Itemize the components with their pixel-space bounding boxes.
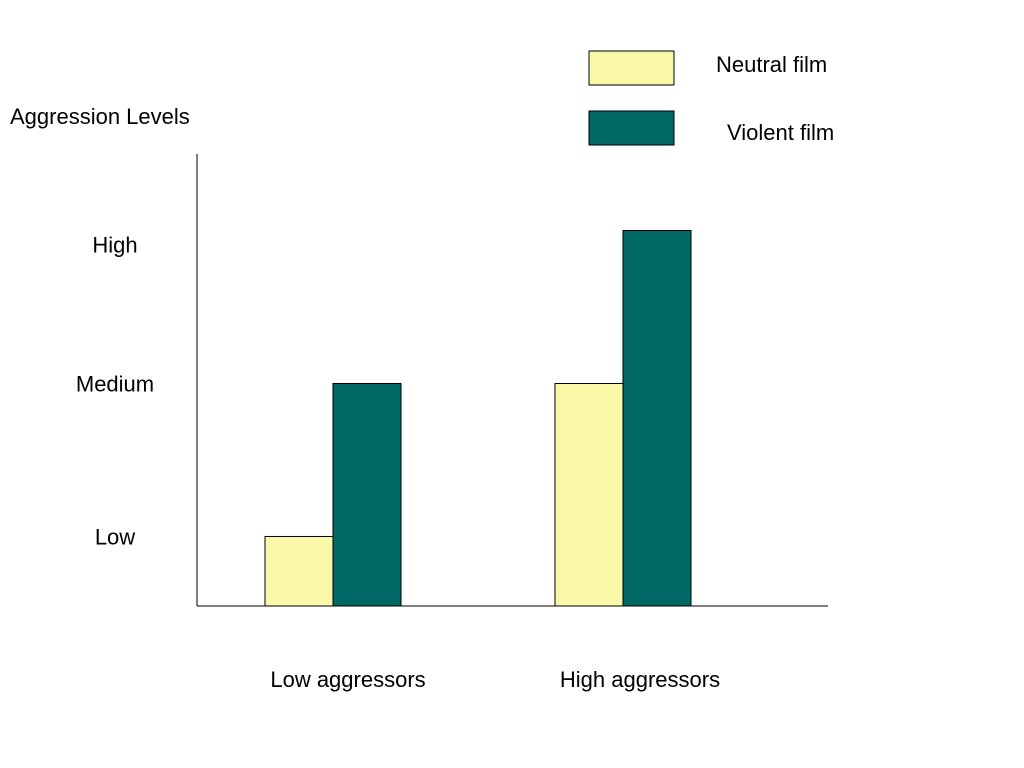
x-category-label-high-aggressors: High aggressors: [560, 667, 720, 692]
bars: [264, 229, 692, 607]
y-tick-labels: Low Medium High: [76, 232, 154, 549]
bar-neutral-film-low-aggressors: [264, 535, 334, 607]
legend-swatch-neutral-film: [588, 50, 675, 86]
y-tick-label-high: High: [92, 232, 137, 257]
y-axis-title: Aggression Levels: [10, 104, 190, 129]
x-category-labels: Low aggressors High aggressors: [270, 667, 720, 692]
x-category-label-low-aggressors: Low aggressors: [270, 667, 425, 692]
legend-swatch-violent-film: [588, 110, 675, 146]
bar-violent-film-high-aggressors: [622, 229, 692, 607]
y-tick-label-low: Low: [95, 524, 135, 549]
y-tick-label-medium: Medium: [76, 371, 154, 396]
legend-label-neutral-film: Neutral film: [716, 52, 827, 77]
bar-neutral-film-high-aggressors: [554, 382, 624, 607]
legend: Neutral film Violent film: [588, 50, 834, 146]
legend-label-violent-film: Violent film: [727, 120, 834, 145]
bar-violent-film-low-aggressors: [332, 382, 402, 607]
